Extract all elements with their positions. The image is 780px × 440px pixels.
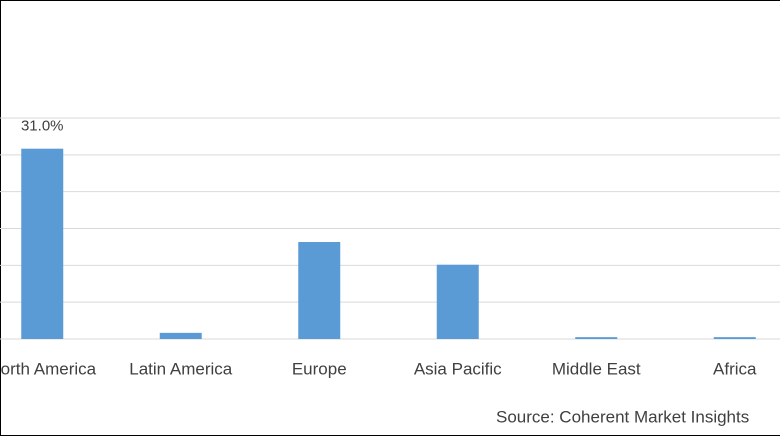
- x-tick-label: Asia Pacific: [414, 359, 502, 378]
- bar: [575, 337, 618, 339]
- x-tick-label: North America: [0, 359, 97, 378]
- x-tick-label: Africa: [713, 359, 757, 378]
- bar: [436, 264, 479, 339]
- bar: [298, 242, 341, 339]
- x-tick-label: Middle East: [552, 359, 641, 378]
- bar: [713, 337, 756, 339]
- x-tick-label: Europe: [292, 359, 347, 378]
- x-tick-label: Latin America: [129, 359, 233, 378]
- data-label: 31.0%: [21, 118, 64, 135]
- source-note: Source: Coherent Market Insights: [496, 407, 749, 426]
- bar: [159, 332, 202, 339]
- bar: [21, 148, 64, 339]
